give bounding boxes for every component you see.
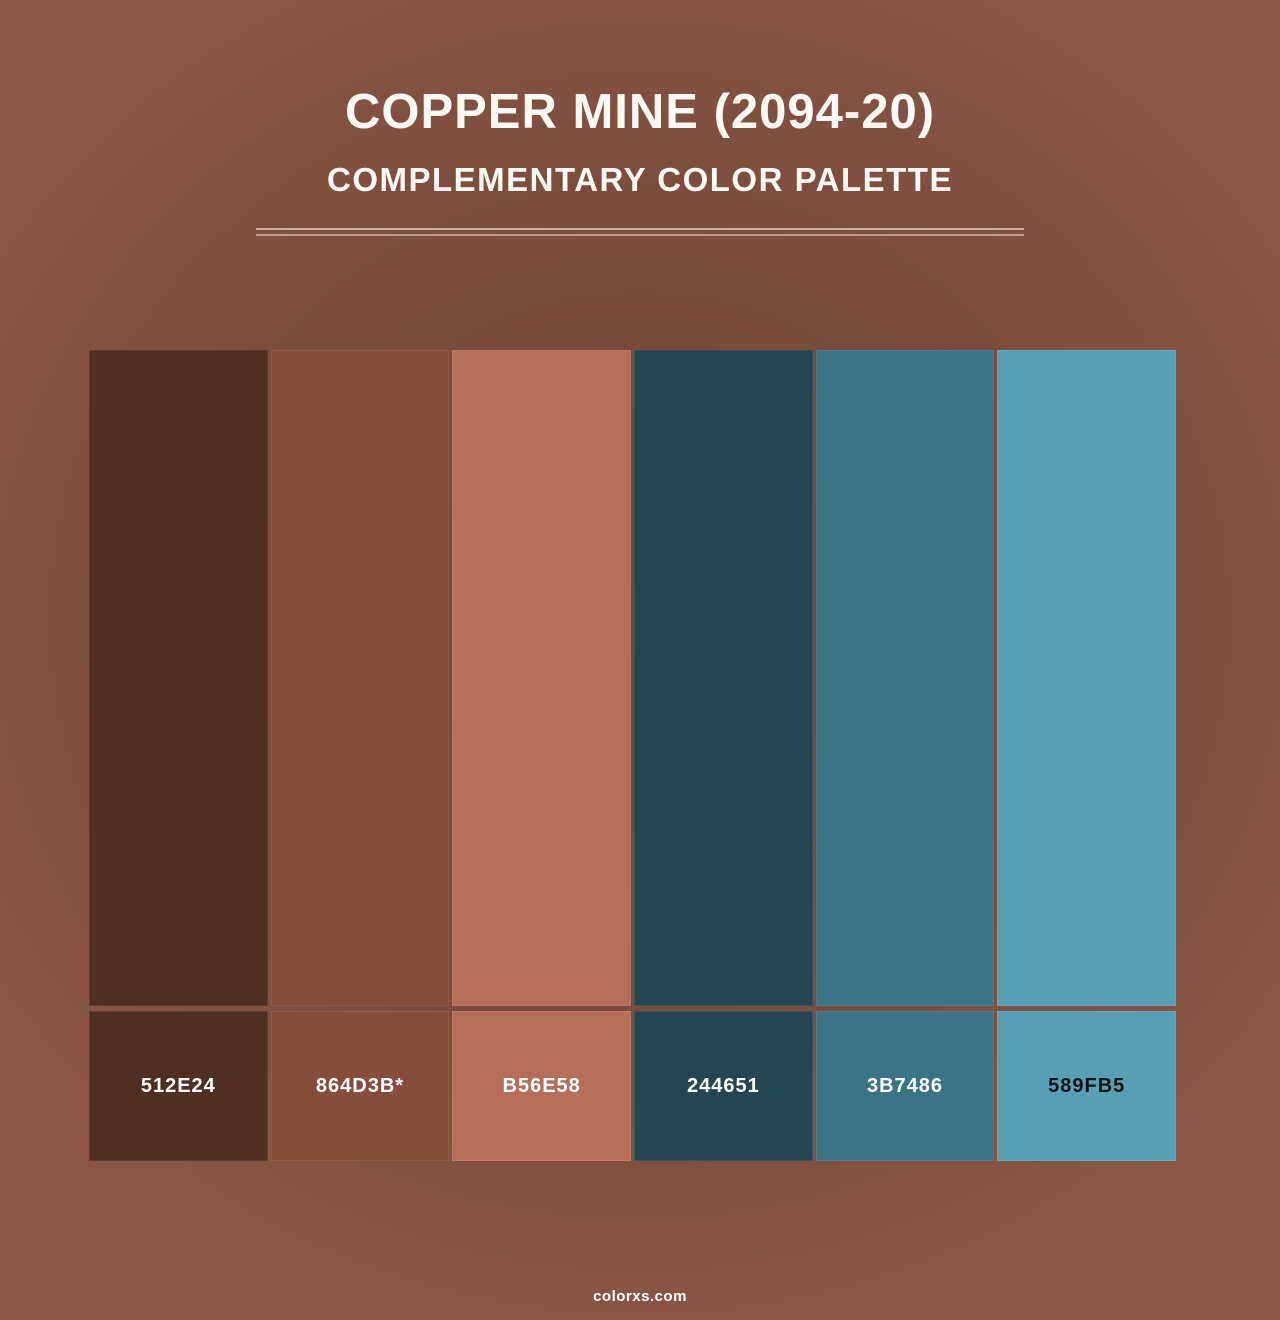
color-hex-label: 864D3B* xyxy=(315,1074,405,1097)
palette-column: 589FB5 xyxy=(997,350,1177,1161)
palette-header: COPPER MINE (2094-20) COMPLEMENTARY COLO… xyxy=(0,0,1280,236)
color-hex-label: 512E24 xyxy=(140,1074,216,1097)
palette-column: 244651 xyxy=(634,350,813,1161)
color-swatch[interactable] xyxy=(634,350,813,1006)
color-hex-label: 244651 xyxy=(686,1074,760,1097)
color-hex-label: B56E58 xyxy=(502,1074,581,1097)
palette-column: 864D3B* xyxy=(270,350,450,1161)
color-swatch[interactable] xyxy=(815,350,995,1006)
palette-column: 3B7486 xyxy=(815,350,995,1161)
color-hex-cell[interactable]: 3B7486 xyxy=(815,1011,995,1161)
color-swatch[interactable] xyxy=(452,350,632,1006)
footer-site-link[interactable]: colorxs.com xyxy=(593,1288,687,1305)
color-hex-cell[interactable]: 512E24 xyxy=(89,1011,268,1161)
color-hex-cell[interactable]: 589FB5 xyxy=(997,1011,1177,1161)
color-hex-cell[interactable]: 864D3B* xyxy=(270,1011,450,1161)
title-divider xyxy=(256,227,1024,236)
color-swatch[interactable] xyxy=(89,350,268,1006)
color-hex-cell[interactable]: 244651 xyxy=(634,1011,813,1161)
color-hex-label: 3B7486 xyxy=(866,1074,944,1097)
palette-column: B56E58 xyxy=(452,350,632,1161)
page-subtitle: COMPLEMENTARY COLOR PALETTE xyxy=(327,161,953,199)
color-hex-label: 589FB5 xyxy=(1048,1074,1126,1097)
page-title: COPPER MINE (2094-20) xyxy=(344,85,936,139)
color-swatch[interactable] xyxy=(270,350,450,1006)
color-hex-cell[interactable]: B56E58 xyxy=(452,1011,632,1161)
color-swatch[interactable] xyxy=(997,350,1177,1006)
palette-column: 512E24 xyxy=(89,350,268,1161)
palette-grid: 512E24 864D3B* B56E58 244651 3B7486 589FB5 xyxy=(89,350,1177,1161)
